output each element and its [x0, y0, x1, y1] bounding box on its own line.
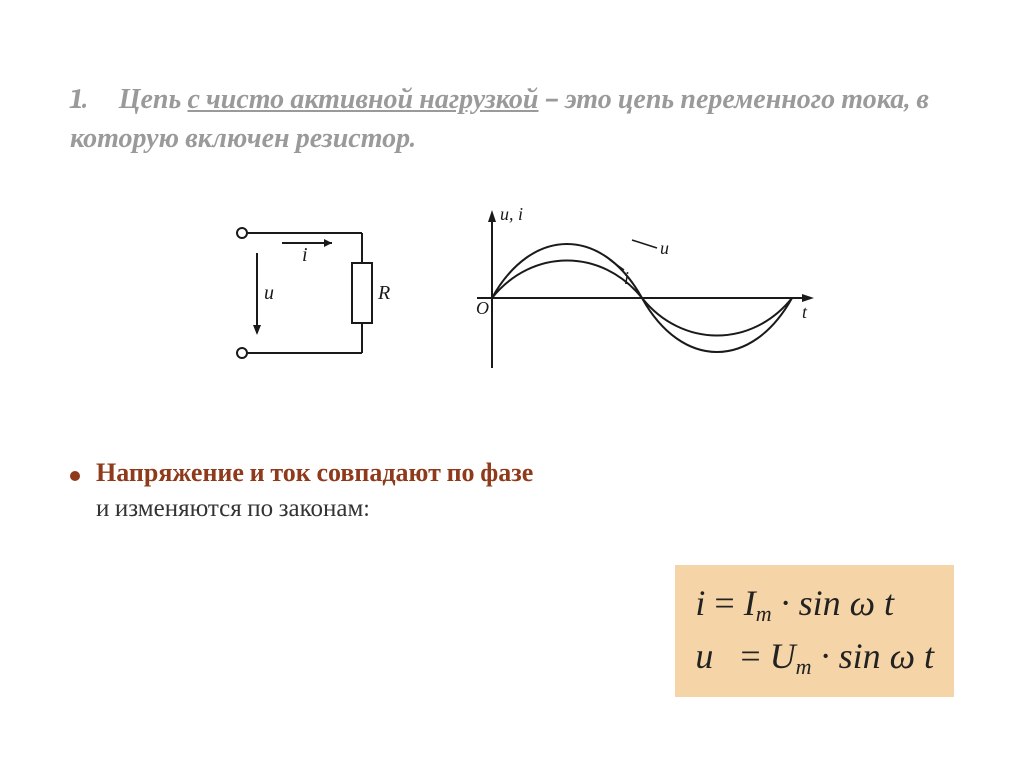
- law-text: и изменяются по законам:: [96, 494, 954, 523]
- formula-u-tail: · sin ω t: [812, 636, 934, 676]
- circuit-i-label: i: [302, 244, 308, 266]
- slide-heading: 1. Цепь с чисто активной нагрузкой – это…: [70, 80, 954, 158]
- formula-i-lhs: i: [695, 583, 705, 623]
- circuit-u-label: u: [264, 282, 274, 304]
- heading-part1: Цепь: [119, 83, 188, 115]
- heading-underlined: с чисто активной нагрузкой: [187, 83, 538, 115]
- heading-number: 1.: [70, 83, 88, 115]
- circuit-r-label: R: [377, 282, 390, 304]
- graph-i-label: i: [624, 268, 629, 288]
- formula-i-sym: I: [744, 583, 756, 623]
- bullet-row: Напряжение и ток совпадают по фазе: [70, 458, 954, 488]
- graph-u-label: u: [660, 238, 669, 258]
- formula-u-lhs: u: [695, 636, 713, 676]
- formula-i-sub: m: [756, 601, 772, 626]
- formula-box: i = Im · sin ω t u = Um · sin ω t: [675, 565, 954, 697]
- bullet-icon: [70, 471, 80, 481]
- graph-x-label: t: [802, 302, 808, 322]
- figures-row: i u R u, i O t u i: [70, 198, 954, 388]
- sine-graph: u, i O t u i: [462, 198, 822, 388]
- graph-y-label: u, i: [500, 204, 523, 224]
- formula-i: i = Im · sin ω t: [695, 577, 934, 630]
- graph-origin-label: O: [476, 298, 489, 318]
- formula-u-sym: U: [770, 636, 796, 676]
- formula-u: u = Um · sin ω t: [695, 630, 934, 683]
- formula-u-sub: m: [796, 654, 812, 679]
- circuit-diagram: i u R: [202, 203, 402, 383]
- formula-i-tail: · sin ω t: [772, 583, 894, 623]
- bullet-text: Напряжение и ток совпадают по фазе: [96, 458, 533, 488]
